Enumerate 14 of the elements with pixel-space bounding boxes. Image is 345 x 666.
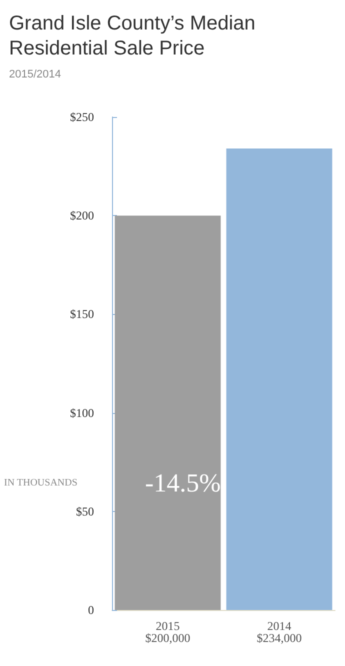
y-tick-label: 0 — [88, 603, 94, 617]
x-tick-label: 2014 — [267, 619, 292, 633]
x-tick-label: 2015 — [156, 619, 180, 633]
text: $234,000 — [256, 631, 302, 645]
y-tick-label: $50 — [76, 504, 94, 518]
chart-subtitle: 2015/2014 — [9, 68, 61, 80]
y-tick-label: $150 — [70, 307, 94, 322]
y-axis-title: IN THOUSANDS — [4, 478, 78, 488]
y-tick-label: $100 — [70, 406, 94, 420]
text: $200,000 — [145, 631, 190, 645]
y-tick-label: $250 — [70, 110, 94, 124]
annotation: -14.5% — [145, 468, 221, 498]
y-tick-label: $200 — [70, 208, 94, 223]
chart-title: Grand Isle County’s Median Residential Sale Price — [9, 12, 261, 60]
